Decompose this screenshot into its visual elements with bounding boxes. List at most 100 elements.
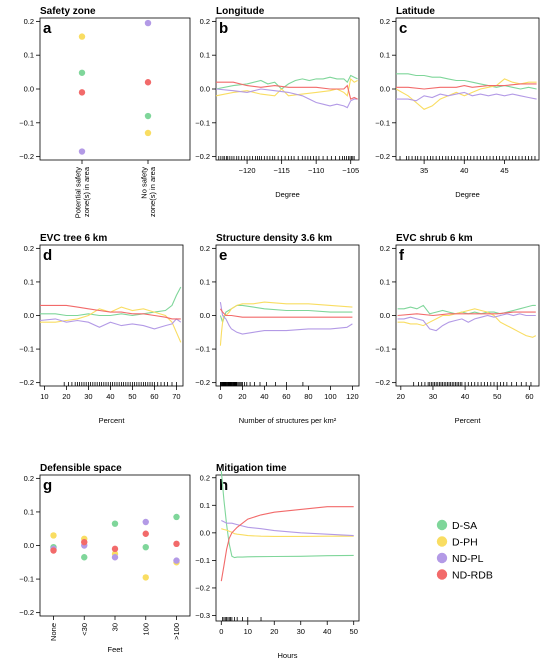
point-nd-rdb — [111, 545, 119, 553]
y-tick-label: 0.2 — [200, 17, 210, 26]
series-line-d-ph — [395, 78, 537, 110]
panel-letter: h — [219, 477, 228, 494]
series-line-d-sa — [40, 286, 182, 317]
panel-frame — [39, 17, 191, 161]
x-category-label: 100 — [141, 623, 150, 636]
point-nd-rdb — [142, 530, 149, 537]
point-d-sa — [81, 554, 88, 561]
x-category-line: None — [49, 623, 58, 641]
point-nd-rdb — [173, 540, 180, 548]
x-tick-label: 10 — [244, 627, 252, 636]
y-tick-label: 0.0 — [380, 85, 390, 94]
series-line-d-ph — [221, 528, 354, 537]
y-tick-label: −0.2 — [195, 152, 210, 161]
x-category-label: >100 — [172, 623, 181, 640]
series-line-nd-rdb — [396, 83, 537, 90]
x-tick-label: 50 — [493, 392, 501, 401]
x-axis-label: Percent — [455, 416, 482, 425]
series-line-d-sa — [219, 304, 353, 324]
x-tick-label: 70 — [172, 392, 180, 401]
y-tick-label: −0.2 — [19, 152, 34, 161]
panel-b: Longitude b −0.2 −0.1 0.0 0.1 0.2 −120 −115 −110 −… — [195, 6, 360, 199]
point-d-ph — [142, 574, 149, 581]
panel-title: EVC tree 6 km — [40, 233, 107, 244]
point-nd-pl — [142, 518, 149, 526]
x-tick-label: 120 — [346, 392, 359, 401]
x-tick-label: 35 — [420, 166, 428, 175]
panel-letter: f — [399, 247, 405, 264]
y-tick-label: 0.0 — [200, 528, 210, 537]
y-tick-label: −0.2 — [19, 608, 34, 617]
y-tick-label: 0.1 — [24, 277, 34, 286]
panel-title: Mitigation time — [216, 463, 287, 474]
series-line-d-sa — [220, 470, 354, 559]
legend-swatch-nd-pl — [436, 552, 448, 564]
x-category-line: <30 — [80, 623, 89, 636]
legend-swatch-d-sa — [436, 519, 448, 531]
x-category-line: >100 — [172, 623, 181, 640]
point-d-ph — [78, 33, 86, 40]
point-nd-rdb — [50, 547, 57, 554]
x-tick-label: 20 — [397, 392, 405, 401]
legend-swatch-d-ph — [436, 536, 448, 547]
y-tick-label: 0.0 — [24, 311, 34, 320]
x-tick-label: 40 — [260, 392, 268, 401]
x-tick-label: 50 — [350, 627, 358, 636]
panel-h: Mitigation time h −0.3 −0.2 −0.1 0.0 0.1 0.2 0 10… — [195, 463, 360, 660]
x-category-label: No safetyzone(s) in area — [140, 166, 158, 217]
point-nd-pl — [78, 148, 86, 155]
y-tick-label: −0.2 — [375, 152, 390, 161]
point-nd-pl — [111, 554, 119, 561]
panel-letter: e — [219, 247, 227, 264]
series-line-d-sa — [396, 73, 537, 90]
series-line-d-ph — [219, 301, 353, 346]
y-tick-label: 0.0 — [24, 85, 34, 94]
series-line-nd-pl — [396, 91, 537, 102]
series-line-nd-pl — [219, 302, 353, 335]
point-nd-rdb — [81, 538, 88, 546]
point-d-sa — [142, 543, 149, 551]
legend-label: D-PH — [452, 537, 478, 549]
panel-frame — [215, 474, 360, 622]
series-line-nd-rdb — [220, 506, 354, 582]
series-line-d-ph — [40, 306, 182, 343]
legend: D-SA D-PH ND-PL ND-RDB — [436, 519, 493, 582]
x-tick-label: 30 — [84, 392, 92, 401]
point-d-sa — [111, 520, 119, 527]
y-tick-label: 0.0 — [200, 311, 210, 320]
x-tick-label: 30 — [429, 392, 437, 401]
x-tick-label: 0 — [219, 627, 223, 636]
panel-letter: g — [43, 477, 52, 494]
x-tick-label: 40 — [323, 627, 331, 636]
x-axis-label: Degree — [275, 190, 300, 199]
y-tick-label: 0.1 — [380, 51, 390, 60]
x-tick-label: 50 — [128, 392, 136, 401]
x-category-line: Potential safety — [74, 167, 83, 219]
y-tick-label: 0.1 — [380, 277, 390, 286]
x-tick-label: 40 — [461, 392, 469, 401]
panel-letter: a — [43, 20, 52, 37]
series-line-nd-pl — [397, 313, 536, 332]
x-axis-label: Percent — [99, 416, 126, 425]
panel-title: Safety zone — [40, 6, 96, 17]
x-category-line: zone(s) in area — [148, 166, 157, 217]
x-axis-label: Feet — [107, 645, 123, 654]
y-tick-label: −0.1 — [19, 345, 34, 354]
y-tick-label: 0.2 — [200, 244, 210, 253]
x-category-label: 30 — [111, 623, 120, 631]
x-tick-label: −120 — [239, 166, 256, 175]
series-line-nd-rdb — [397, 311, 536, 317]
y-tick-label: 0.2 — [24, 474, 34, 483]
point-nd-rdb — [144, 79, 152, 86]
y-tick-label: −0.3 — [195, 611, 210, 620]
x-tick-label: 45 — [500, 166, 508, 175]
panel-d: EVC tree 6 km d −0.2 −0.1 0.0 0.1 0.2 10 20 30 40 5… — [19, 233, 184, 425]
y-tick-label: 0.2 — [24, 17, 34, 26]
x-category-label: None — [49, 623, 58, 641]
y-tick-label: 0.1 — [200, 501, 210, 510]
x-category-line: 100 — [141, 623, 150, 636]
y-tick-label: −0.2 — [195, 378, 210, 387]
panel-frame — [395, 244, 540, 387]
series-line-nd-rdb — [216, 81, 358, 100]
series-line-nd-rdb — [40, 304, 181, 320]
